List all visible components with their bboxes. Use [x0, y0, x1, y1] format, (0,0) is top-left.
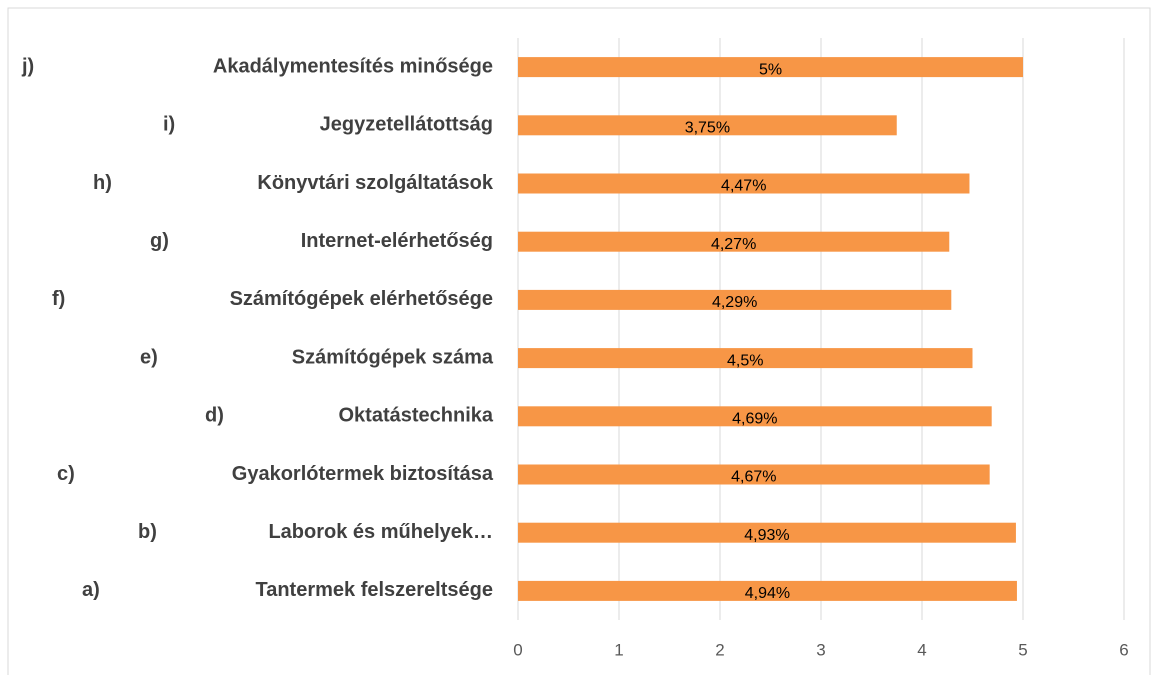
value-label: 4,93% — [744, 527, 789, 544]
value-label: 4,47% — [721, 178, 766, 195]
x-tick-label: 1 — [614, 640, 623, 659]
x-tick-label: 4 — [917, 640, 926, 659]
chart-border — [7, 7, 1151, 675]
y-tick-label: Laborok és műhelyek… — [268, 521, 493, 543]
x-tick-label: 0 — [513, 640, 522, 659]
value-label: 4,69% — [732, 411, 777, 428]
y-tick-label: Oktatástechnika — [338, 405, 493, 427]
x-tick-label: 2 — [715, 640, 724, 659]
letter-label: i) — [163, 114, 175, 136]
bar — [518, 406, 992, 427]
y-tick-label: Gyakorlótermek biztosítása — [232, 463, 494, 485]
letter-label: a) — [82, 579, 100, 601]
letter-label: c) — [57, 463, 75, 485]
x-tick-label: 6 — [1119, 640, 1128, 659]
y-tick-label: Akadálymentesítés minősége — [213, 55, 493, 77]
letter-label: j) — [21, 55, 34, 77]
letter-label: d) — [205, 405, 224, 427]
value-label: 5% — [759, 61, 782, 78]
bar — [518, 173, 970, 194]
y-tick-label: Könyvtári szolgáltatások — [257, 172, 494, 194]
letter-label: f) — [52, 288, 65, 310]
x-tick-label: 3 — [816, 640, 825, 659]
letter-label: e) — [140, 346, 158, 368]
value-label: 4,27% — [711, 236, 756, 253]
value-label: 3,75% — [685, 120, 730, 137]
x-tick-label: 5 — [1018, 640, 1027, 659]
value-label: 4,29% — [712, 294, 757, 311]
letter-label: b) — [138, 521, 157, 543]
bar — [518, 464, 990, 485]
y-tick-label: Internet-elérhetőség — [301, 230, 493, 252]
bar — [518, 289, 952, 310]
bar — [518, 115, 897, 136]
value-label: 4,67% — [731, 469, 776, 486]
y-tick-label: Számítógépek száma — [292, 346, 494, 368]
y-tick-label: Jegyzetellátottság — [320, 114, 493, 136]
bar — [518, 580, 1017, 601]
letter-label: h) — [93, 172, 112, 194]
bar — [518, 231, 950, 252]
value-label: 4,94% — [745, 585, 790, 602]
y-tick-label: Tantermek felszereltsége — [255, 579, 493, 601]
bar — [518, 348, 973, 369]
value-label: 4,5% — [727, 352, 763, 369]
bar — [518, 522, 1016, 543]
letter-label: g) — [150, 230, 169, 252]
y-tick-label: Számítógépek elérhetősége — [230, 288, 493, 310]
bar — [518, 57, 1023, 78]
